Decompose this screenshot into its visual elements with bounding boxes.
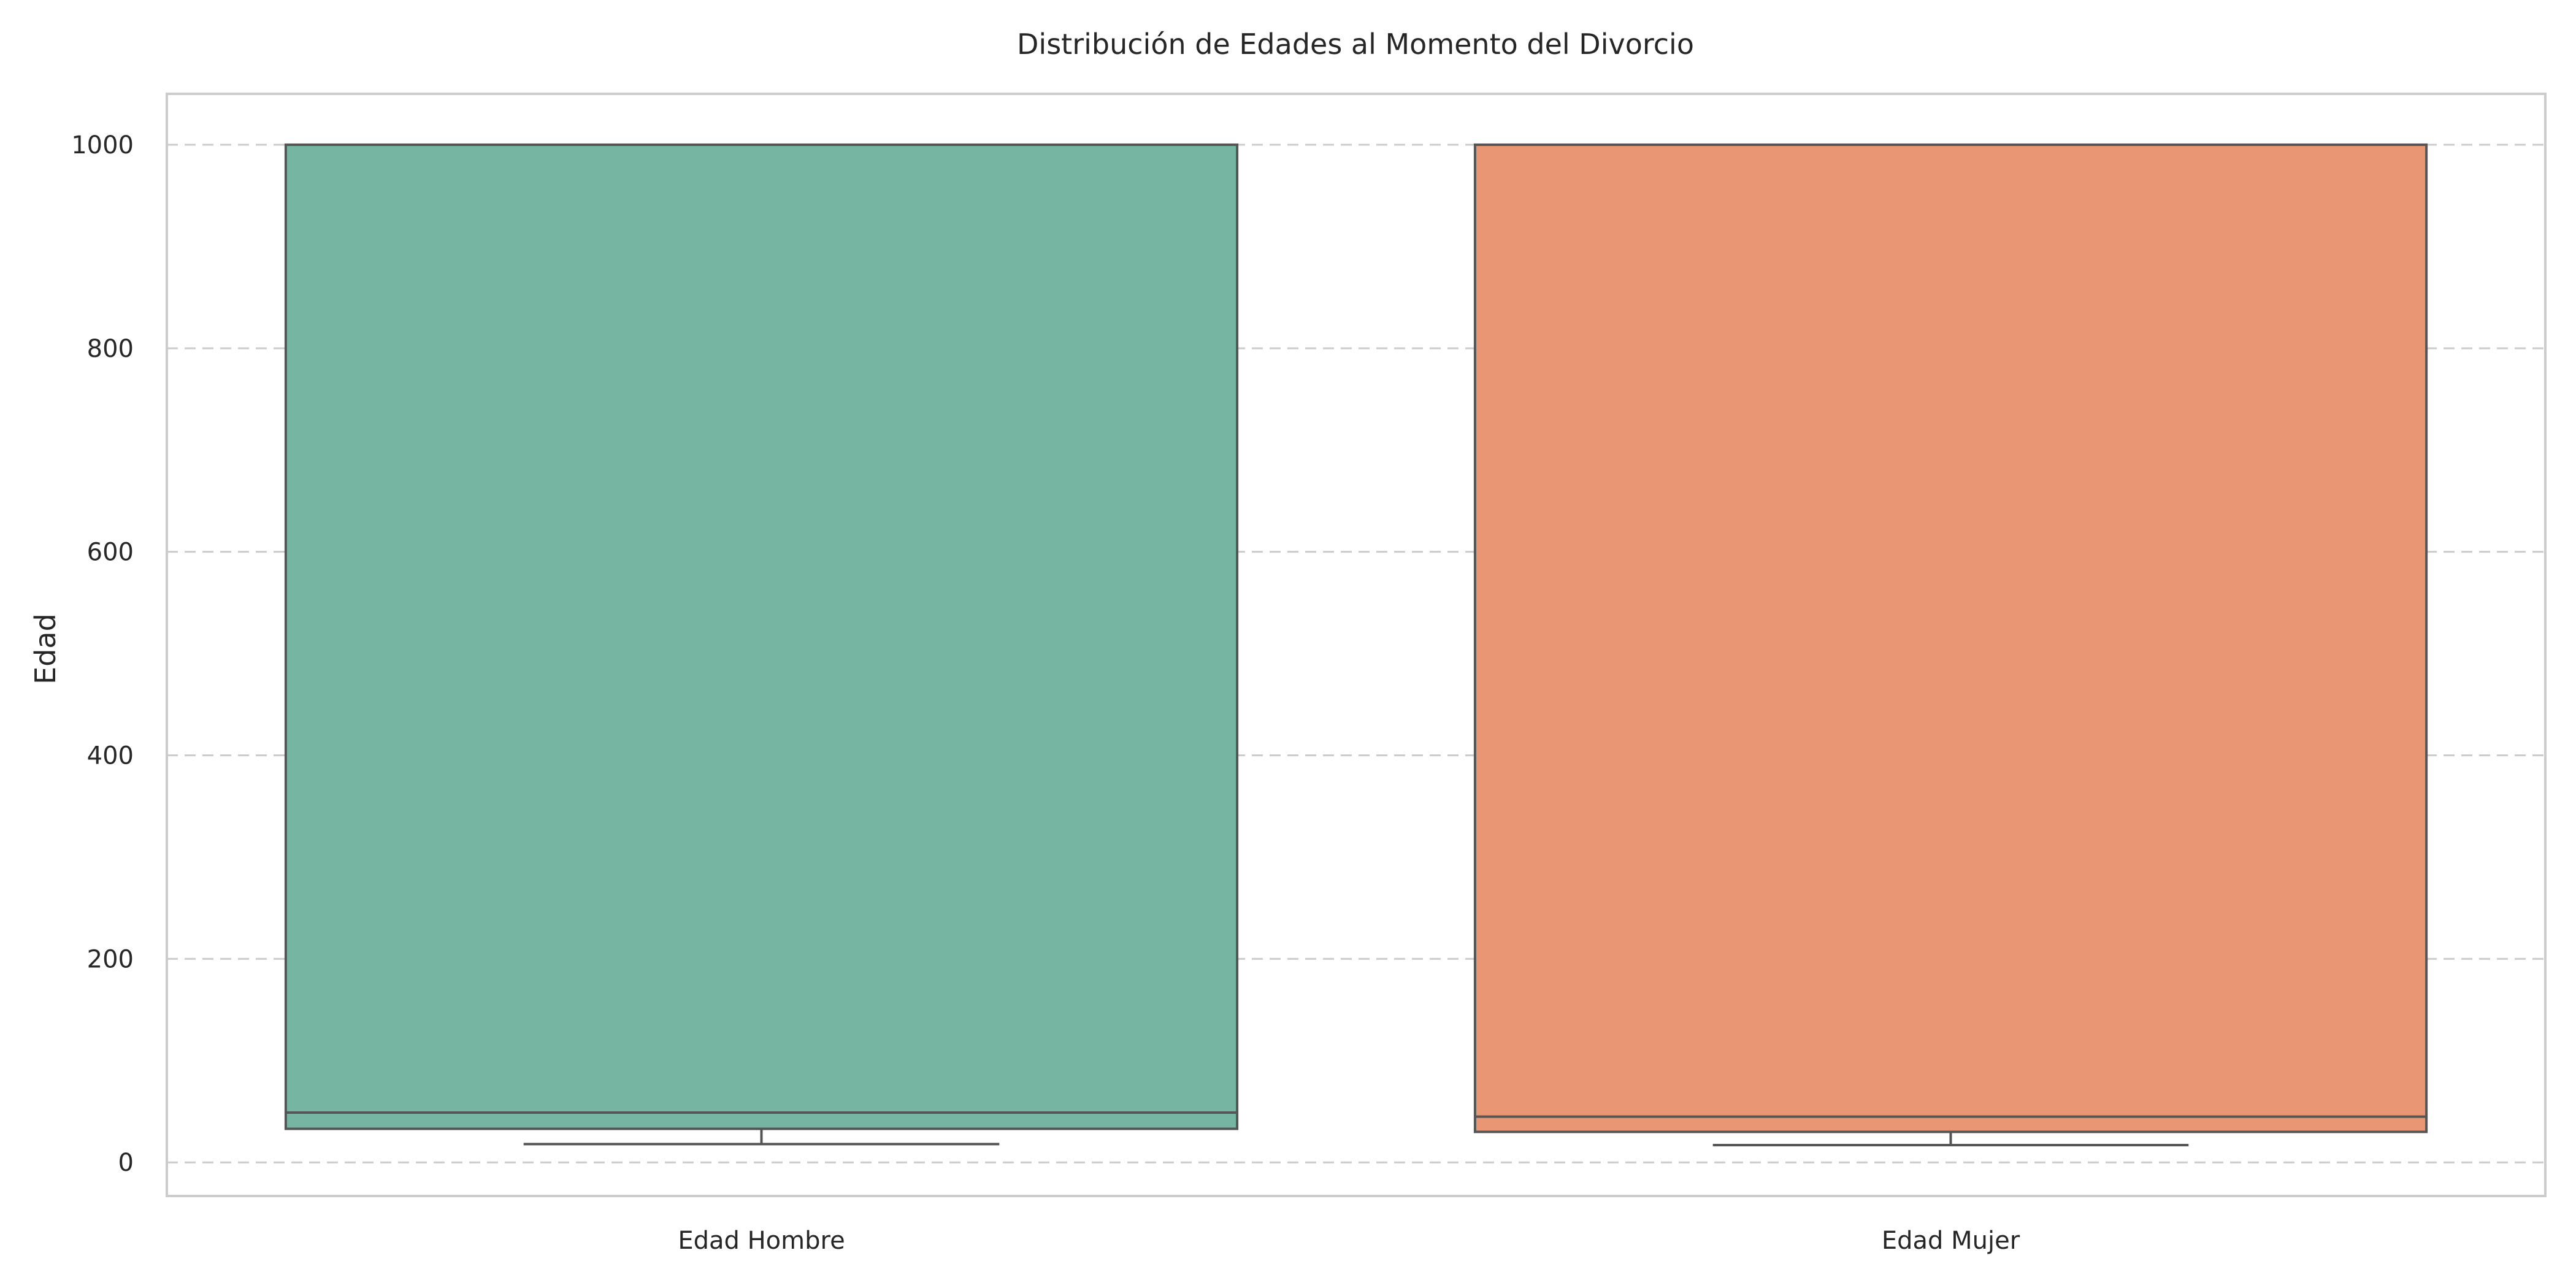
iqr-box: [1473, 143, 2428, 1133]
y-axis-label: Edad: [29, 613, 62, 684]
x-axis-ticks: Edad Hombre Edad Mujer: [678, 1227, 2020, 1255]
y-tick-label: 400: [87, 742, 134, 770]
y-tick-label: 1000: [71, 131, 134, 159]
x-tick-label: Edad Mujer: [1882, 1227, 2020, 1255]
iqr-box: [284, 143, 1239, 1130]
chart-title: Distribución de Edades al Momento del Di…: [1017, 28, 1694, 61]
y-tick-label: 600: [87, 539, 134, 567]
x-tick-label: Edad Hombre: [678, 1227, 845, 1255]
y-tick-label: 200: [87, 945, 134, 973]
y-axis-ticks: 0 200 400 600 800 1000: [71, 131, 134, 1177]
boxes: [284, 143, 2428, 1147]
box-0: [284, 143, 1239, 1146]
box-1: [1473, 143, 2428, 1147]
y-tick-label: 800: [87, 335, 134, 363]
y-tick-label: 0: [118, 1149, 134, 1177]
